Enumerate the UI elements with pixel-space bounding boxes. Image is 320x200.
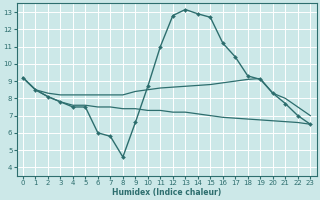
X-axis label: Humidex (Indice chaleur): Humidex (Indice chaleur)	[112, 188, 221, 197]
